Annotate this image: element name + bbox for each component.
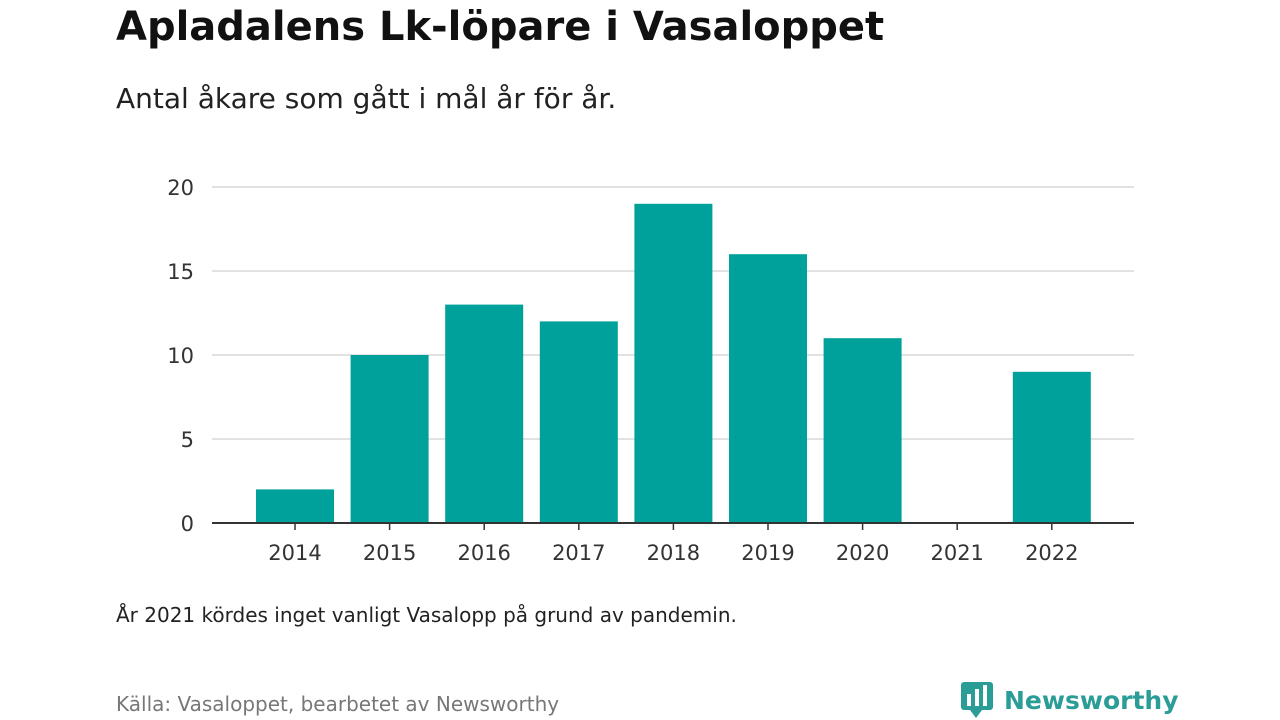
source-credit: Källa: Vasaloppet, bearbetet av Newswort… [116, 692, 560, 716]
bar-2014 [256, 489, 334, 523]
bar-chart-speech-bubble-icon [961, 682, 993, 718]
y-tick-label: 0 [181, 512, 194, 536]
x-tick-label: 2017 [552, 541, 605, 565]
x-axis-ticks: 2014 2015 2016 2017 2018 2019 2020 2021 2022 [268, 523, 1079, 565]
x-tick-label: 2015 [363, 541, 416, 565]
brand-name: Newsworthy [1004, 685, 1179, 715]
x-tick-label: 2022 [1025, 541, 1078, 565]
bar-2016 [445, 304, 524, 523]
chart-subtitle: Antal åkare som gått i mål år för år. [116, 82, 617, 115]
bar-2018 [634, 203, 713, 524]
y-axis-ticks: 0 5 10 15 20 [167, 176, 194, 536]
x-tick-label: 2021 [930, 541, 983, 565]
x-tick-label: 2019 [741, 541, 794, 565]
x-tick-label: 2018 [647, 541, 700, 565]
bar-2015 [350, 355, 429, 523]
x-tick-label: 2020 [836, 541, 889, 565]
bar-2017 [539, 321, 618, 523]
y-tick-label: 15 [167, 260, 194, 284]
bar-2020 [823, 338, 902, 523]
bars [256, 203, 1091, 524]
bar-2019 [729, 254, 807, 523]
y-tick-label: 10 [167, 344, 194, 368]
chart-title: Apladalens Lk-löpare i Vasaloppet [116, 4, 885, 50]
y-tick-label: 5 [181, 428, 194, 452]
x-tick-label: 2016 [457, 541, 510, 565]
x-tick-label: 2014 [268, 541, 321, 565]
y-tick-label: 20 [167, 176, 194, 200]
newsworthy-logo: Newsworthy [960, 680, 1179, 720]
chart-footnote: År 2021 kördes inget vanligt Vasalopp på… [116, 603, 737, 627]
bar-2022 [1012, 371, 1091, 523]
